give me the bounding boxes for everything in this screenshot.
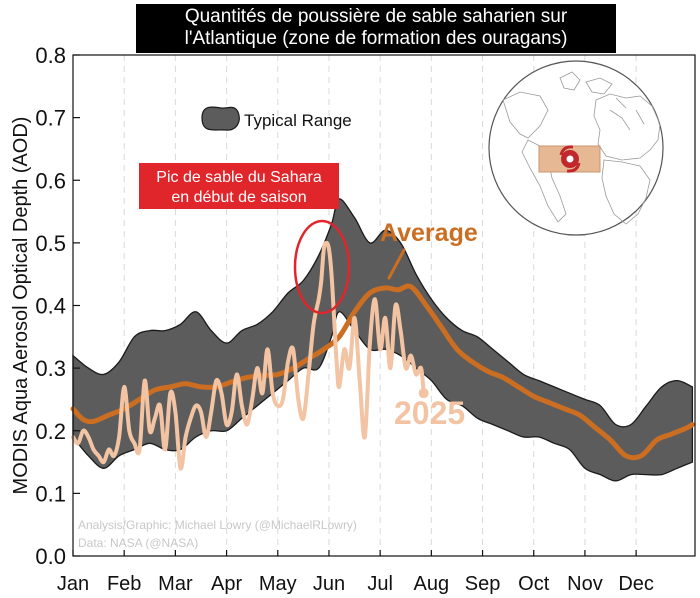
annotations: Typical Range Pic de sable du Sahara en dé… bbox=[78, 106, 478, 550]
x-tick-label-9: Oct bbox=[518, 573, 550, 595]
y-tick-label-8: 0.8 bbox=[35, 43, 66, 68]
x-tick-label-4: May bbox=[259, 573, 297, 595]
chart-title-box: Quantités de poussière de sable saharien… bbox=[136, 4, 616, 53]
x-tick-label-1: Feb bbox=[107, 573, 141, 595]
x-tick-label-8: Sep bbox=[465, 573, 501, 595]
y-tick-label-1: 0.1 bbox=[35, 481, 66, 506]
callout-box bbox=[139, 163, 339, 209]
y-tick-label-4: 0.4 bbox=[35, 294, 66, 319]
y-tick-label-6: 0.6 bbox=[35, 168, 66, 193]
x-tick-label-5: Jun bbox=[313, 573, 345, 595]
year-2025-label: 2025 bbox=[394, 395, 465, 431]
x-tick-label-7: Aug bbox=[414, 573, 450, 595]
axes: 0.0 0.1 0.2 0.3 0.4 0.5 0.6 0.7 0.8 Jan Feb Mar Apr M… bbox=[10, 43, 696, 595]
y-axis-label: MODIS Aqua Aerosol Optical Depth (AOD) bbox=[10, 117, 32, 495]
hurricane-icon bbox=[559, 145, 581, 173]
x-tick-label-11: Dec bbox=[618, 573, 654, 595]
credit-line-1: Analysis/Graphic: Michael Lowry (@Michae… bbox=[78, 518, 357, 532]
y-tick-label-5: 0.5 bbox=[35, 231, 66, 256]
y-tick-label-2: 0.2 bbox=[35, 419, 66, 444]
credit-line-2: Data: NASA (@NASA) bbox=[78, 536, 198, 550]
average-series-group bbox=[70, 283, 695, 461]
average-pointer bbox=[387, 248, 406, 280]
average-line bbox=[70, 283, 695, 461]
x-tick-label-0: Jan bbox=[57, 573, 89, 595]
chart-title-line-1: Quantités de poussière de sable saharien… bbox=[184, 6, 568, 27]
y-tick-label-0: 0.0 bbox=[35, 544, 66, 569]
series-2025-endpoint bbox=[418, 388, 429, 399]
series-2025-line bbox=[71, 240, 426, 471]
x-tick-label-10: Nov bbox=[567, 573, 603, 595]
x-tick-label-2: Mar bbox=[158, 573, 193, 595]
y-tick-label-7: 0.7 bbox=[35, 106, 66, 131]
legend-label: Typical Range bbox=[244, 111, 352, 130]
x-tick-label-3: Apr bbox=[211, 573, 242, 595]
x-tick-label-6: Jul bbox=[367, 573, 393, 595]
y-tick-label-3: 0.3 bbox=[35, 356, 66, 381]
callout-line-1: Pic de sable du Sahara bbox=[156, 169, 322, 186]
chart-title-line-2: l'Atlantique (zone de formation des oura… bbox=[184, 28, 568, 49]
peak-highlight-circle bbox=[293, 219, 351, 315]
callout-line-2: en début de saison bbox=[171, 189, 306, 206]
legend-swatch bbox=[201, 106, 240, 131]
globe-map-inset bbox=[488, 60, 664, 236]
average-label: Average bbox=[380, 219, 478, 247]
series-2025-group bbox=[71, 240, 429, 471]
